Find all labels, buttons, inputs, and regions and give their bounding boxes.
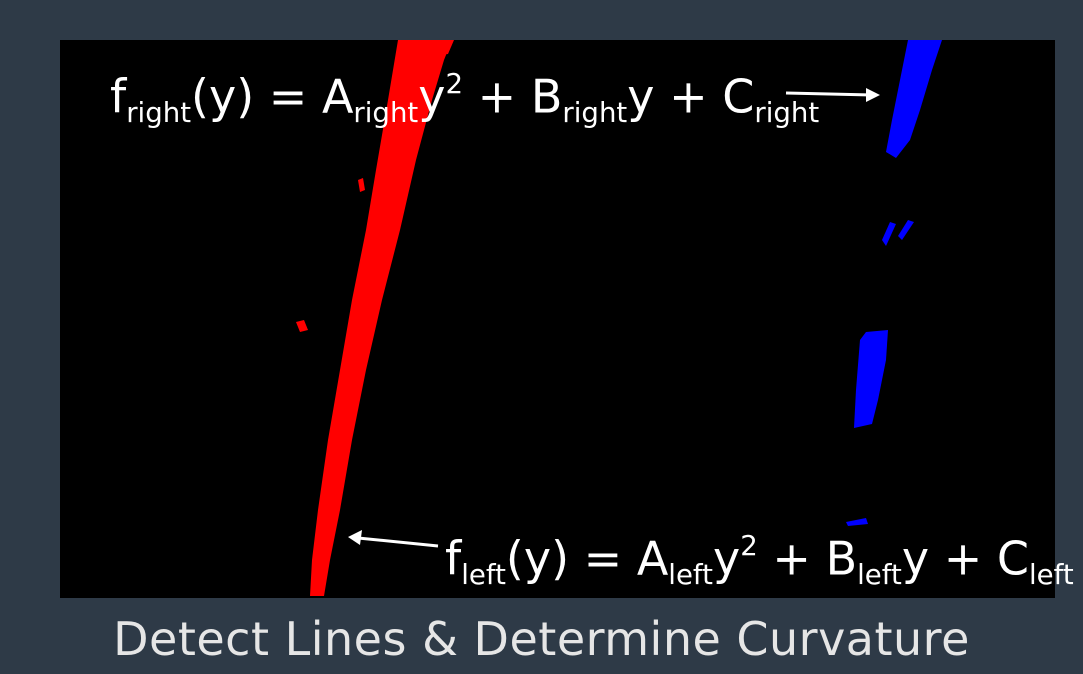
left-lane-top-blob [426, 40, 454, 56]
left-lane-speck-1 [296, 320, 308, 332]
eq-left-f: f [445, 531, 462, 586]
right-lane-equation: fright(y) = Arighty2 + Brighty + Cright [110, 70, 819, 127]
left-lane-pixels [296, 40, 454, 596]
right-lane-speck [846, 518, 868, 526]
left-lane-speck-2 [358, 178, 365, 192]
right-lane-segment-top [886, 40, 942, 158]
eq-right-f-sub: right [126, 95, 192, 129]
eq-left-c-sub: left [1028, 557, 1074, 591]
right-lane-segment-mid [854, 330, 888, 428]
arrow-left-equation [348, 530, 439, 548]
lane-pixels-svg [296, 40, 942, 596]
right-lane-segment-dash-2 [898, 220, 914, 240]
eq-right-y2: y + C [627, 69, 755, 124]
eq-left-exp: 2 [740, 529, 758, 562]
slide-caption: Detect Lines & Determine Curvature [113, 612, 970, 666]
lane-detection-canvas: fright(y) = Arighty2 + Brighty + Cright … [60, 40, 1074, 598]
eq-right-a: A [321, 69, 354, 124]
eq-right-f: f [110, 69, 127, 124]
eq-left-y2: y + C [901, 531, 1029, 586]
left-lane-main [310, 40, 452, 596]
eq-right-c-sub: right [754, 95, 820, 129]
eq-left-y1: y [712, 531, 741, 586]
eq-left-arg: (y) = [505, 531, 637, 586]
arrow-right-equation [785, 88, 880, 102]
right-lane-pixels [846, 40, 942, 526]
right-lane-segment-dash-1 [882, 222, 896, 246]
arrow-left-head [348, 530, 362, 545]
eq-left-b-sub: left [857, 557, 902, 591]
eq-right-b-sub: right [562, 95, 628, 129]
eq-right-a-sub: right [353, 95, 419, 129]
left-lane-equation: fleft(y) = Alefty2 + Blefty + Cleft [445, 532, 1074, 589]
eq-right-y1: y [418, 69, 446, 124]
arrow-right-head [866, 88, 880, 102]
eq-left-f-sub: left [461, 557, 506, 591]
eq-right-exp: 2 [445, 67, 464, 100]
eq-left-a-sub: left [668, 557, 713, 591]
eq-left-a: A [636, 531, 669, 586]
eq-left-plus-b: + B [757, 531, 858, 586]
eq-right-arg: (y) = [191, 69, 322, 124]
eq-right-plus-b: + B [463, 69, 563, 124]
